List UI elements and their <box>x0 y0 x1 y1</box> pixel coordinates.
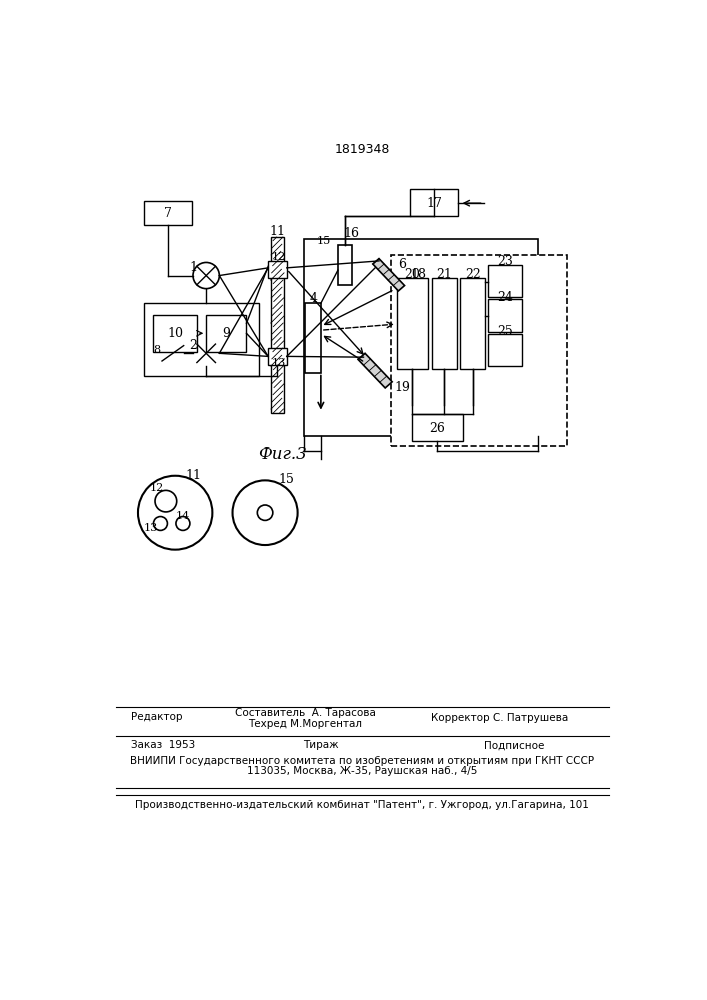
Polygon shape <box>373 259 404 291</box>
Text: 8: 8 <box>153 345 160 355</box>
Bar <box>397 278 428 369</box>
Text: 1: 1 <box>189 261 197 274</box>
Text: Техред М.Моргентал: Техред М.Моргентал <box>248 719 363 729</box>
Bar <box>412 414 462 441</box>
Text: Заказ  1953: Заказ 1953 <box>131 740 195 750</box>
Text: Редактор: Редактор <box>131 712 182 722</box>
Bar <box>271 237 284 413</box>
Bar <box>268 348 287 365</box>
Text: Тираж: Тираж <box>303 740 339 750</box>
Text: 12: 12 <box>271 252 286 262</box>
Text: 24: 24 <box>497 291 513 304</box>
Bar <box>460 278 485 369</box>
Text: 113035, Москва, Ж-35, Раушская наб., 4/5: 113035, Москва, Ж-35, Раушская наб., 4/5 <box>247 766 477 776</box>
Text: 11: 11 <box>269 225 286 238</box>
Text: Составитель  А. Тарасова: Составитель А. Тарасова <box>235 708 376 718</box>
Text: Подписное: Подписное <box>484 740 545 750</box>
Text: 7: 7 <box>164 207 172 220</box>
Bar <box>432 278 457 369</box>
Circle shape <box>193 262 219 289</box>
Bar <box>153 315 197 352</box>
Text: Корректор С. Патрушева: Корректор С. Патрушева <box>431 713 568 723</box>
Bar <box>162 346 184 361</box>
Text: 19: 19 <box>395 381 410 394</box>
Text: 13: 13 <box>144 523 158 533</box>
Polygon shape <box>358 353 392 388</box>
Bar <box>488 334 522 366</box>
Text: 21: 21 <box>436 267 452 280</box>
Text: 15: 15 <box>317 236 331 246</box>
Text: ВНИИПИ Государственного комитета по изобретениям и открытиям при ГКНТ СССР: ВНИИПИ Государственного комитета по изоб… <box>130 756 594 766</box>
Text: 13: 13 <box>271 358 286 368</box>
Text: Фиг.3: Фиг.3 <box>258 446 307 463</box>
Circle shape <box>155 490 177 512</box>
Text: 22: 22 <box>465 267 481 280</box>
Bar <box>304 239 538 436</box>
Circle shape <box>138 476 212 550</box>
Bar <box>268 261 287 278</box>
Text: 23: 23 <box>497 255 513 268</box>
Text: 10: 10 <box>167 327 183 340</box>
Bar <box>144 201 192 225</box>
Text: Производственно-издательский комбинат "Патент", г. Ужгород, ул.Гагарина, 101: Производственно-издательский комбинат "П… <box>135 800 589 810</box>
Text: 25: 25 <box>497 325 513 338</box>
Text: 18: 18 <box>410 267 426 280</box>
Text: 15: 15 <box>278 473 294 486</box>
Text: 9: 9 <box>223 327 230 340</box>
Circle shape <box>176 517 190 530</box>
Text: 1819348: 1819348 <box>334 143 390 156</box>
Text: 4: 4 <box>309 292 317 305</box>
Bar <box>338 245 352 285</box>
Text: 20: 20 <box>404 267 420 280</box>
Bar <box>305 303 321 373</box>
Text: 6: 6 <box>398 258 407 271</box>
Circle shape <box>193 340 219 366</box>
Bar <box>488 299 522 332</box>
Text: 17: 17 <box>426 197 442 210</box>
Circle shape <box>257 505 273 520</box>
Bar <box>488 265 522 297</box>
Bar <box>144 303 259 376</box>
Text: 14: 14 <box>176 511 190 521</box>
Bar <box>391 255 567 446</box>
Text: 11: 11 <box>185 469 201 482</box>
Circle shape <box>233 480 298 545</box>
Circle shape <box>153 517 168 530</box>
Text: 26: 26 <box>429 422 445 434</box>
Text: 12: 12 <box>149 483 164 493</box>
Bar <box>206 315 247 352</box>
Bar <box>410 189 458 216</box>
Text: 16: 16 <box>344 227 360 240</box>
Text: 2: 2 <box>189 339 197 352</box>
